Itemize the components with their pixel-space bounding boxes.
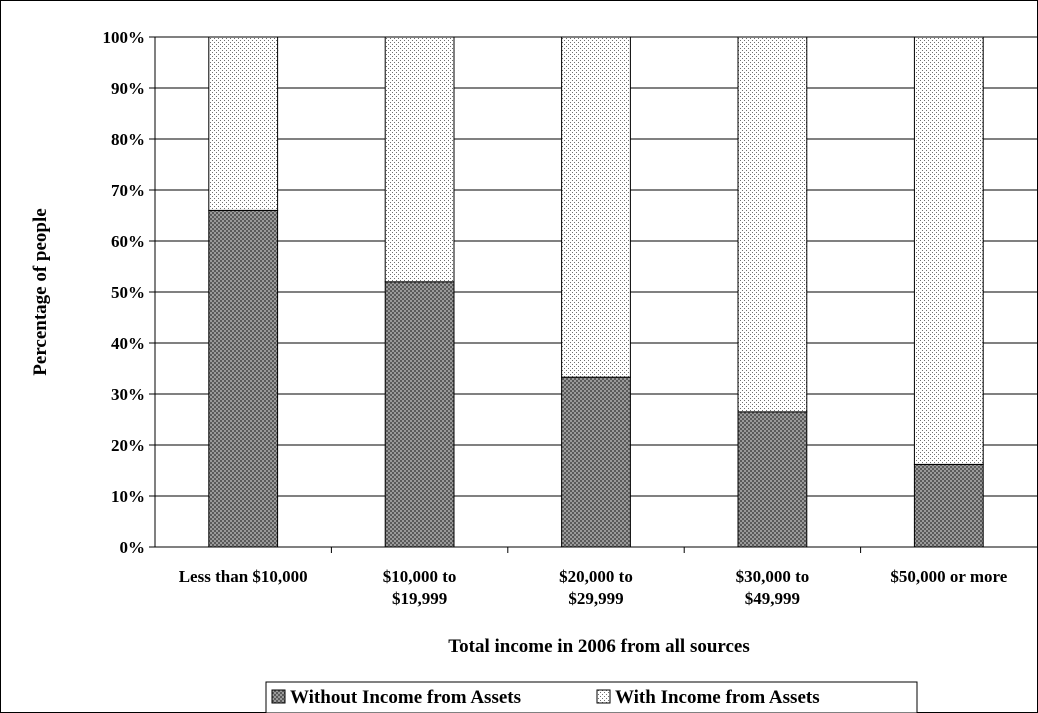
y-axis-title: Percentage of people (30, 208, 51, 375)
bar-with-assets (561, 36, 631, 378)
x-tick-label-line: $30,000 to (736, 567, 810, 586)
bar-without-assets (913, 463, 984, 548)
x-tick-label-line: Less than $10,000 (179, 567, 308, 586)
legend-label-with: With Income from Assets (615, 687, 820, 708)
y-tick-label: 20% (111, 436, 145, 455)
y-tick-label: 50% (111, 283, 145, 302)
x-tick-label: Less than $10,000 (179, 567, 308, 586)
legend-swatch-without (271, 689, 286, 704)
x-tick-label-line: $19,999 (392, 589, 447, 608)
x-axis-title: Total income in 2006 from all sources (448, 636, 750, 657)
bar-with-assets (737, 36, 808, 413)
x-tick-label: $50,000 or more (890, 567, 1007, 586)
x-tick-label-line: $29,999 (568, 589, 623, 608)
legend-label-without: Without Income from Assets (290, 687, 521, 708)
axes (149, 36, 1037, 553)
y-tick-label: 100% (103, 28, 146, 47)
bar-without-assets (561, 376, 631, 548)
bar-with-assets (913, 36, 984, 465)
bar-without-assets (384, 281, 455, 548)
bar-with-assets (384, 36, 455, 283)
x-tick-labels: Less than $10,000 $10,000 to $19,999 $20,00… (179, 567, 1008, 608)
y-tick-label: 30% (111, 385, 145, 404)
x-tick-label: $30,000 to $49,999 (736, 567, 810, 608)
x-tick-label: $20,000 to $29,999 (559, 567, 633, 608)
y-tick-label: 90% (111, 79, 145, 98)
x-tick-label-line: $20,000 to (559, 567, 633, 586)
x-tick-label-line: $50,000 or more (890, 567, 1007, 586)
y-tick-label: 10% (111, 487, 145, 506)
x-tick-label: $10,000 to $19,999 (383, 567, 457, 608)
x-tick-label-line: $49,999 (745, 589, 800, 608)
bar-with-assets (208, 36, 279, 211)
y-tick-labels: 0% 10% 20% 30% 40% 50% 60% 70% 80% 90% 100% (103, 28, 146, 557)
x-tick-label-line: $10,000 to (383, 567, 457, 586)
legend: Without Income from Assets With Income f… (265, 681, 918, 713)
y-tick-label: 80% (111, 130, 145, 149)
y-tick-label: 70% (111, 181, 145, 200)
legend-box (265, 681, 918, 713)
y-tick-label: 0% (120, 538, 146, 557)
legend-swatch-with (596, 689, 611, 704)
bar-without-assets (737, 411, 808, 548)
y-tick-label: 40% (111, 334, 145, 353)
y-tick-label: 60% (111, 232, 145, 251)
bar-without-assets (208, 209, 279, 548)
